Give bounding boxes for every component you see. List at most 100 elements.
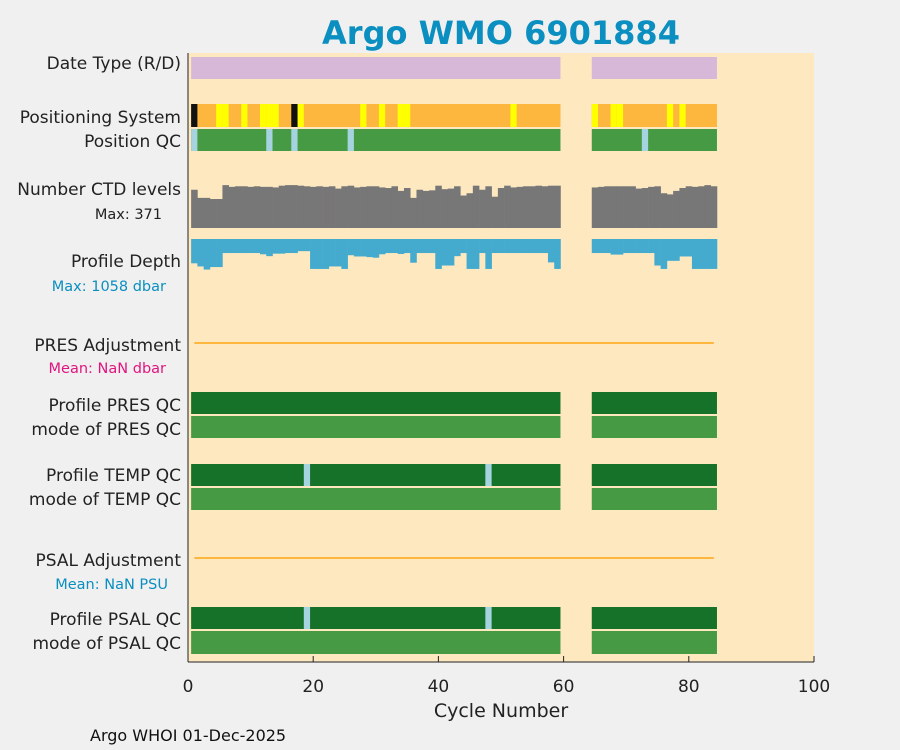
ctd-levels-bar [372,186,380,228]
ctd-levels-bar [516,186,524,228]
ctd-levels-bar [648,186,655,228]
ctd-levels-bar [228,186,236,228]
profile-depth-bar [598,239,605,254]
positioning-yellow-mark [397,104,404,127]
mode-pres-qc-segment [191,416,561,438]
ctd-levels-bar [604,186,611,228]
profile-pres-qc-segment [191,392,561,414]
profile-depth-bar [685,239,693,257]
profile-depth-bar [378,239,386,255]
ctd-levels-bar [435,185,442,228]
ctd-levels-bar [341,186,348,228]
row-label-mode-psal-qc: mode of PSAL QC [32,634,181,654]
row-sublabel-ctd-levels: Max: 371 [95,207,162,223]
profile-depth-bar [704,239,712,269]
profile-pres-qc-segment [591,392,717,414]
temp-qc-missing-mark [485,464,492,486]
profile-depth-bar [604,239,611,254]
ctd-levels-bar [391,186,399,228]
profile-depth-bar [328,239,336,267]
ctd-levels-bar [497,188,505,228]
profile-depth-bar [485,239,492,269]
profile-depth-bar [266,239,273,257]
ctd-levels-bar [616,186,624,228]
positioning-yellow-mark [222,104,229,127]
x-tick-label: 20 [302,677,324,697]
profile-depth-bar [666,239,674,261]
ctd-levels-bar [197,197,204,228]
ctd-levels-bar [460,195,467,228]
row-sublabel-pres-adjustment: Mean: NaN dbar [49,361,166,377]
positioning-yellow-mark [679,104,686,127]
profile-depth-bar [679,239,686,257]
ctd-levels-bar [441,189,449,228]
ctd-levels-bar [704,185,712,228]
x-tick-label: 100 [798,677,830,697]
ctd-levels-bar [429,190,436,228]
ctd-levels-bar [291,185,298,228]
row-label-profile-depth: Profile Depth [71,252,181,272]
ctd-levels-bar [259,186,267,228]
profile-depth-bar [466,239,474,269]
ctd-levels-bar [547,185,555,228]
ctd-levels-bar [691,186,699,228]
profile-depth-bar [504,239,511,254]
ctd-levels-bar [272,187,280,228]
positioning-yellow-mark [259,104,267,127]
profile-depth-bar [209,239,217,268]
profile-depth-bar [710,239,718,269]
profile-depth-bar [316,239,323,269]
profile-depth-bar [372,239,380,258]
profile-depth-bar [660,239,668,269]
profile-depth-bar [441,239,449,266]
ctd-levels-bar [491,196,499,228]
profile-depth-bar [310,239,317,269]
ctd-levels-bar [191,189,198,228]
positioning-yellow-mark [378,104,386,127]
ctd-levels-bar [266,186,273,228]
ctd-levels-bar [635,188,643,228]
ctd-levels-bar [641,188,649,228]
ctd-levels-bar [454,186,461,228]
ctd-levels-bar [598,186,605,228]
ctd-levels-bar [504,185,511,228]
ctd-levels-bar [629,186,636,228]
ctd-levels-bar [316,186,323,228]
profile-depth-bar [547,239,555,263]
profile-depth-bar [403,239,411,254]
profile-temp-qc-segment [591,464,717,486]
profile-depth-bar [247,239,255,254]
profile-depth-bar [285,239,292,254]
ctd-levels-bar [679,188,686,228]
profile-depth-bar [197,239,204,267]
ctd-levels-bar [403,188,411,228]
psal-qc-missing-mark [485,607,492,629]
row-label-mode-pres-qc: mode of PRES QC [31,420,181,440]
profile-depth-bar [497,239,505,254]
row-label-ctd-levels: Number CTD levels [17,180,181,200]
profile-depth-bar [429,239,436,254]
row-label-profile-pres-qc: Profile PRES QC [48,396,181,416]
ctd-levels-bar [535,185,542,228]
row-label-mode-temp-qc: mode of TEMP QC [29,490,181,510]
profile-depth-bar [272,239,280,254]
profile-depth-bar [635,239,643,254]
profile-depth-bar [479,239,486,254]
profile-depth-bar [291,239,298,254]
ctd-levels-bar [209,199,217,228]
position-qc-missing-mark [266,129,273,151]
mode-pres-qc-segment [591,416,717,438]
profile-depth-bar [347,239,355,256]
row-sublabel-psal-adjustment: Mean: NaN PSU [55,577,168,593]
ctd-levels-bar [241,186,248,228]
row-label-position-qc: Position QC [84,132,181,152]
profile-depth-bar [353,239,361,257]
ctd-levels-bar [710,186,718,228]
ctd-levels-bar [654,186,661,228]
profile-depth-bar [391,239,399,254]
position-qc-missing-mark [191,129,198,151]
profile-depth-bar [472,239,480,269]
ctd-levels-bar [360,186,367,228]
ctd-levels-bar [397,190,405,228]
ctd-levels-bar [385,188,392,228]
